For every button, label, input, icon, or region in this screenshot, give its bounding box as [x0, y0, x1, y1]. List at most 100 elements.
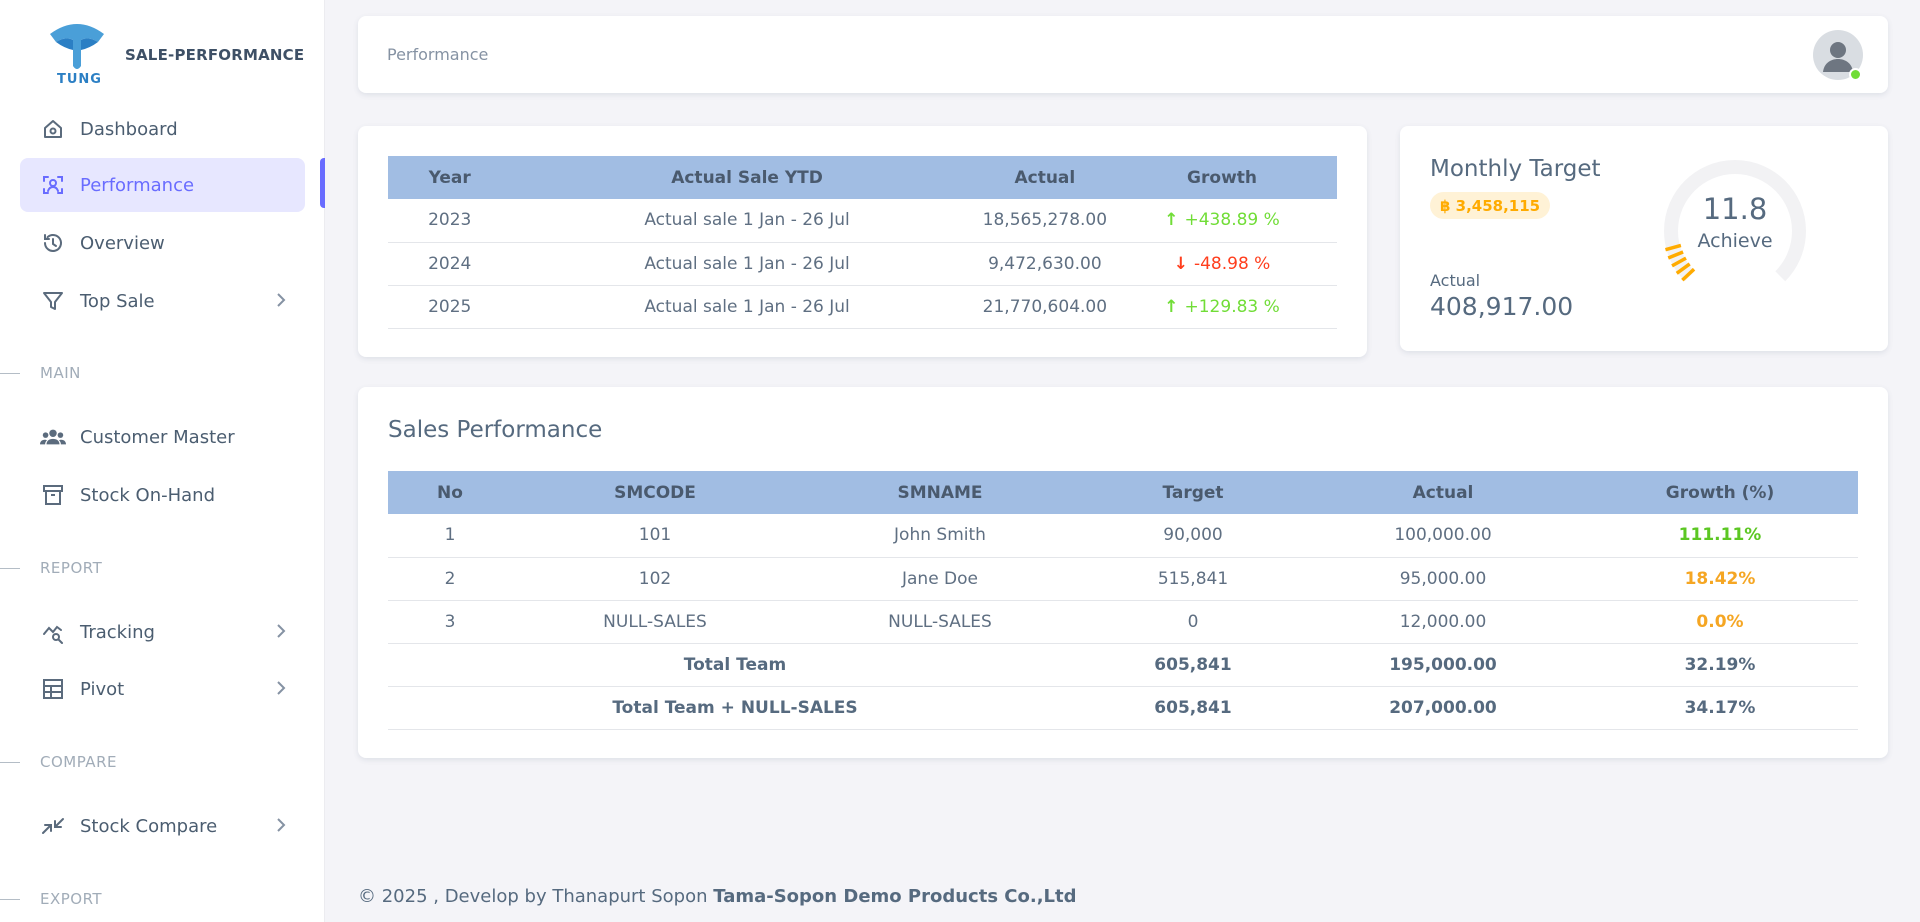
footer: © 2025 , Develop by Thanapurt Sopon Tama… — [358, 886, 1077, 907]
growth-cell: 18.42% — [1582, 557, 1858, 601]
sidebar-item-stock-compare[interactable]: Stock Compare — [20, 799, 305, 853]
brand-name: SALE-PERFORMANCE — [125, 46, 305, 64]
achieve-gauge — [1664, 160, 1806, 282]
sidebar-item-label: Tracking — [80, 621, 155, 643]
growth-cell: 111.11% — [1582, 514, 1858, 558]
growth-cell: 32.19% — [1582, 643, 1858, 687]
sidebar: TUNG SALE-PERFORMANCE Dashboard Performa… — [0, 0, 325, 922]
growth-cell: 0.0% — [1582, 600, 1858, 644]
home-icon — [40, 116, 66, 142]
table-row: 2025 Actual sale 1 Jan - 26 Jul 21,770,6… — [388, 285, 1337, 329]
sales-performance-card: Sales Performance No SMCODE SMNAME Targe… — [358, 387, 1888, 758]
label-cell: Actual sale 1 Jan - 26 Jul — [511, 242, 983, 286]
year-cell: 2025 — [388, 285, 512, 329]
growth-cell: ↑ +438.89 % — [1107, 199, 1337, 243]
arrow-up-icon: ↑ — [1164, 210, 1179, 231]
section-header-report: REPORT — [0, 558, 102, 578]
column-header: No — [388, 471, 512, 514]
growth-cell: ↓ -48.98 % — [1107, 242, 1337, 286]
total-label: Total Team — [388, 643, 1082, 687]
column-header: SMNAME — [798, 471, 1082, 514]
column-header: Actual Sale YTD — [511, 156, 983, 199]
footer-text: © 2025 , Develop by Thanapurt Sopon — [358, 886, 708, 907]
growth-cell: ↑ +129.83 % — [1107, 285, 1337, 329]
history-icon — [40, 230, 66, 256]
sidebar-item-customer-master[interactable]: Customer Master — [20, 410, 305, 464]
brand-logo-text: TUNG — [57, 72, 102, 87]
sidebar-item-label: Pivot — [80, 678, 125, 700]
chevron-right-icon — [275, 291, 287, 313]
actual-label: Actual — [1430, 271, 1481, 290]
sidebar-item-label: Overview — [80, 232, 165, 254]
filter-icon — [40, 288, 66, 314]
table-row: 2 102 Jane Doe 515,841 95,000.00 18.42% — [388, 557, 1858, 601]
achieve-value: 11.8 — [1702, 192, 1768, 226]
achieve-label: Achieve — [1697, 230, 1773, 252]
table-icon — [40, 676, 66, 702]
sidebar-item-top-sale[interactable]: Top Sale — [20, 274, 305, 328]
label-cell: Actual sale 1 Jan - 26 Jul — [511, 199, 983, 243]
gauge-track — [1664, 160, 1806, 282]
growth-cell: 34.17% — [1582, 686, 1858, 730]
compare-arrows-icon — [40, 813, 66, 839]
sidebar-item-dashboard[interactable]: Dashboard — [20, 102, 305, 156]
column-header: Growth (%) — [1582, 471, 1858, 514]
sidebar-item-stock-on-hand[interactable]: Stock On-Hand — [20, 468, 305, 522]
sales-performance-table: No SMCODE SMNAME Target Actual Growth (%… — [388, 471, 1858, 730]
footer-company: Tama-Sopon Demo Products Co.,Ltd — [713, 886, 1077, 907]
actual-value: 408,917.00 — [1430, 292, 1574, 321]
breadcrumb: Performance — [387, 45, 489, 64]
sidebar-item-label: Customer Master — [80, 426, 235, 448]
gauge-segment — [1681, 267, 1696, 282]
brand[interactable]: TUNG SALE-PERFORMANCE — [46, 20, 304, 90]
target-badge: ฿ 3,458,115 — [1430, 192, 1551, 219]
gauge-segment — [1665, 243, 1682, 252]
users-icon — [40, 424, 66, 450]
gauge-segment — [1667, 250, 1684, 260]
sales-performance-title: Sales Performance — [388, 417, 603, 443]
arrow-down-icon: ↓ — [1173, 253, 1188, 274]
sidebar-item-overview[interactable]: Overview — [20, 216, 305, 270]
column-header: Year — [388, 156, 512, 199]
label-cell: Actual sale 1 Jan - 26 Jul — [511, 285, 983, 329]
section-header-export: EXPORT — [0, 889, 102, 909]
gauge-segment — [1675, 262, 1691, 275]
actual-cell: 18,565,278.00 — [982, 199, 1108, 243]
sidebar-item-label: Stock On-Hand — [80, 484, 216, 506]
gauge-fill — [1665, 243, 1696, 282]
sidebar-item-pivot[interactable]: Pivot — [20, 662, 305, 716]
sidebar-item-tracking[interactable]: Tracking — [20, 605, 305, 659]
chevron-right-icon — [275, 679, 287, 701]
online-status-dot — [1849, 68, 1862, 81]
actual-cell: 21,770,604.00 — [982, 285, 1108, 329]
arrow-up-icon: ↑ — [1164, 296, 1179, 317]
monthly-target-title: Monthly Target — [1430, 156, 1601, 182]
ytd-table: Year Actual Sale YTD Actual Growth 2023 … — [388, 156, 1337, 329]
monthly-target-card: Monthly Target ฿ 3,458,115 Actual 408,91… — [1400, 126, 1888, 351]
total-label: Total Team + NULL-SALES — [388, 686, 1082, 730]
table-row: 2024 Actual sale 1 Jan - 26 Jul 9,472,63… — [388, 242, 1337, 286]
top-navbar: Performance — [358, 16, 1888, 93]
year-cell: 2024 — [388, 242, 512, 286]
section-header-main: MAIN — [0, 363, 81, 383]
total-row: Total Team + NULL-SALES 605,841 207,000.… — [388, 686, 1858, 730]
sidebar-item-performance[interactable]: Performance — [20, 158, 305, 212]
total-row: Total Team 605,841 195,000.00 32.19% — [388, 643, 1858, 687]
table-row: 2023 Actual sale 1 Jan - 26 Jul 18,565,2… — [388, 199, 1337, 243]
column-header: Actual — [1304, 471, 1582, 514]
table-row: 1 101 John Smith 90,000 100,000.00 111.1… — [388, 514, 1858, 558]
sidebar-item-label: Dashboard — [80, 118, 178, 140]
ytd-card: Year Actual Sale YTD Actual Growth 2023 … — [358, 126, 1367, 357]
year-cell: 2023 — [388, 199, 512, 243]
chevron-right-icon — [275, 622, 287, 644]
column-header: SMCODE — [512, 471, 798, 514]
brand-logo: TUNG — [46, 20, 108, 90]
column-header: Actual — [982, 156, 1108, 199]
sidebar-item-label: Performance — [80, 174, 195, 196]
gauge-segment — [1671, 256, 1687, 268]
section-header-compare: COMPARE — [0, 752, 117, 772]
table-row: 3 NULL-SALES NULL-SALES 0 12,000.00 0.0% — [388, 600, 1858, 644]
chevron-right-icon — [275, 816, 287, 838]
actual-cell: 9,472,630.00 — [982, 242, 1108, 286]
sidebar-item-label: Stock Compare — [80, 815, 218, 837]
